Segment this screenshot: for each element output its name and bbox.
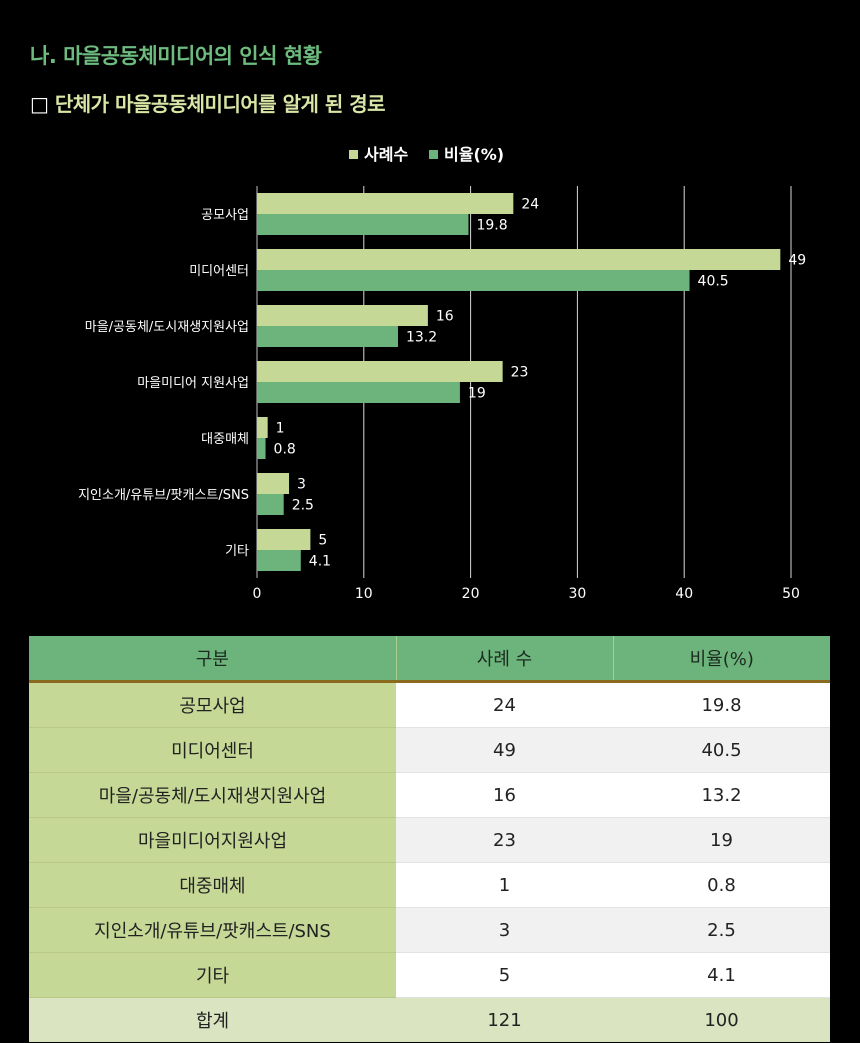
x-tick-label: 50 xyxy=(782,586,800,602)
bar-ratio xyxy=(257,326,398,347)
category-label: 대중매체 xyxy=(201,432,249,447)
bar-ratio xyxy=(257,270,690,291)
category-label: 마을/공동체/도시재생지원사업 xyxy=(85,320,249,335)
bar-count xyxy=(257,473,290,494)
data-label-ratio: 40.5 xyxy=(698,274,729,290)
total-label: 합계 xyxy=(29,997,396,1042)
row-ratio: 13.2 xyxy=(613,772,830,818)
table-row: 마을/공동체/도시재생지원사업 16 13.2 xyxy=(29,772,830,818)
total-count: 121 xyxy=(396,997,613,1042)
bar-count xyxy=(257,529,311,550)
table-row: 기타 5 4.1 xyxy=(29,952,830,998)
data-label-ratio: 4.1 xyxy=(309,554,331,570)
table-row: 마을미디어지원사업 23 19 xyxy=(29,817,830,863)
row-ratio: 19.8 xyxy=(613,681,830,728)
bar-chart: 0 10 20 30 40 50 사례수 비율(%) 공모사업 24 19.8 미디어센터 49 40.5… xyxy=(78,145,806,602)
data-label-ratio: 2.5 xyxy=(292,498,314,514)
row-ratio: 0.8 xyxy=(613,862,830,908)
bar-count xyxy=(257,193,514,214)
row-count: 1 xyxy=(396,862,613,908)
row-category: 마을/공동체/도시재생지원사업 xyxy=(29,772,396,818)
row-category: 미디어센터 xyxy=(29,727,396,773)
bar-count xyxy=(257,361,503,382)
table-header-row: 구분 사례 수 비율(%) xyxy=(29,636,830,683)
category-label: 미디어센터 xyxy=(189,264,249,279)
row-count: 5 xyxy=(396,952,613,998)
row-category: 기타 xyxy=(29,952,396,998)
data-table: 구분 사례 수 비율(%) 공모사업 24 19.8 미디어센터 49 40.5… xyxy=(29,636,830,1042)
total-ratio: 100 xyxy=(613,997,830,1042)
category-label: 기타 xyxy=(225,544,249,559)
row-ratio: 2.5 xyxy=(613,907,830,953)
subtitle-text: 단체가 마을공동체미디어를 알게 된 경로 xyxy=(54,92,386,116)
bar-ratio xyxy=(257,214,469,235)
bar-ratio xyxy=(257,550,301,571)
row-ratio: 19 xyxy=(613,817,830,863)
data-label-count: 49 xyxy=(788,253,806,269)
table-total-row: 합계 121 100 xyxy=(29,997,830,1042)
legend-swatch xyxy=(349,150,358,159)
row-category: 마을미디어지원사업 xyxy=(29,817,396,863)
x-tick-label: 20 xyxy=(462,586,480,602)
x-tick-label: 10 xyxy=(355,586,373,602)
row-category: 공모사업 xyxy=(29,681,396,728)
data-label-ratio: 19.8 xyxy=(476,218,507,234)
table-row: 대중매체 1 0.8 xyxy=(29,862,830,908)
bar-ratio xyxy=(257,438,266,459)
category-label: 공모사업 xyxy=(201,208,249,223)
data-label-ratio: 0.8 xyxy=(274,442,296,458)
section-title: 나. 마을공동체미디어의 인식 현황 xyxy=(30,44,322,68)
row-count: 3 xyxy=(396,907,613,953)
bar-count xyxy=(257,305,428,326)
row-category: 지인소개/유튜브/팟캐스트/SNS xyxy=(29,907,396,953)
row-count: 23 xyxy=(396,817,613,863)
bar-ratio xyxy=(257,494,284,515)
row-ratio: 4.1 xyxy=(613,952,830,998)
data-label-count: 23 xyxy=(511,365,529,381)
bar-count xyxy=(257,249,781,270)
data-label-count: 1 xyxy=(276,421,285,437)
table-row: 미디어센터 49 40.5 xyxy=(29,727,830,773)
bar-count xyxy=(257,417,268,438)
category-label: 지인소개/유튜브/팟캐스트/SNS xyxy=(78,488,249,503)
legend-swatch xyxy=(429,150,438,159)
header-ratio: 비율(%) xyxy=(613,636,830,683)
data-label-count: 24 xyxy=(521,197,539,213)
x-tick-label: 30 xyxy=(568,586,586,602)
chart-subtitle: □ 단체가 마을공동체미디어를 알게 된 경로 xyxy=(30,88,386,117)
legend-label: 사례수 xyxy=(364,145,408,164)
row-ratio: 40.5 xyxy=(613,727,830,773)
row-count: 49 xyxy=(396,727,613,773)
table-row: 공모사업 24 19.8 xyxy=(29,681,830,728)
table-row: 지인소개/유튜브/팟캐스트/SNS 3 2.5 xyxy=(29,907,830,953)
header-count: 사례 수 xyxy=(396,636,614,683)
row-count: 16 xyxy=(396,772,613,818)
data-label-ratio: 13.2 xyxy=(406,330,437,346)
header-category: 구분 xyxy=(29,636,397,683)
category-label: 마을미디어 지원사업 xyxy=(137,376,249,391)
x-tick-label: 0 xyxy=(253,586,262,602)
data-label-count: 16 xyxy=(436,309,454,325)
x-tick-label: 40 xyxy=(675,586,693,602)
data-label-count: 3 xyxy=(297,477,306,493)
legend-label: 비율(%) xyxy=(444,145,504,164)
data-label-count: 5 xyxy=(318,533,327,549)
bar-ratio xyxy=(257,382,460,403)
row-category: 대중매체 xyxy=(29,862,396,908)
subtitle-marker: □ xyxy=(30,92,49,116)
row-count: 24 xyxy=(396,681,613,728)
data-label-ratio: 19 xyxy=(468,386,486,402)
